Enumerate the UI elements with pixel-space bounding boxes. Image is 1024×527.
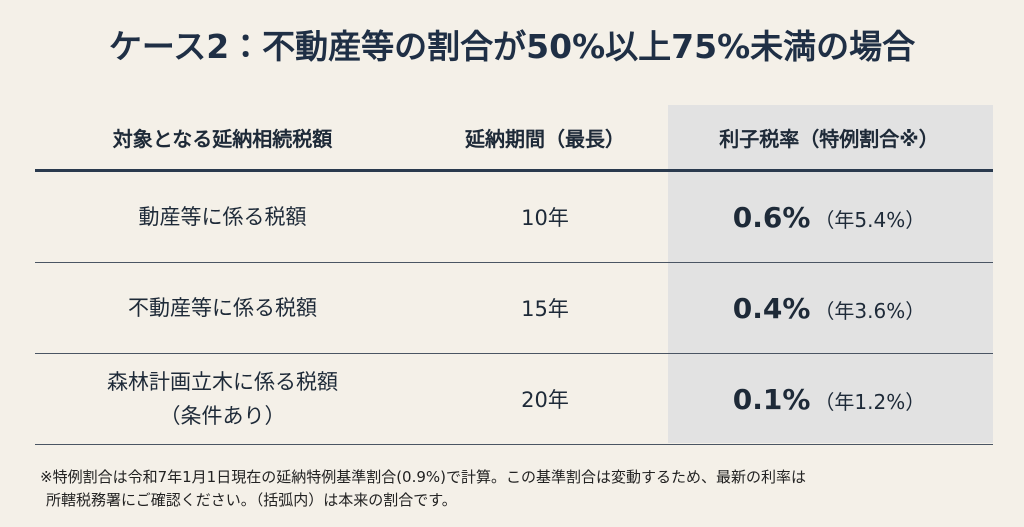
column-header: 利子税率（特例割合※） (719, 126, 939, 151)
rate-cell: 0.6% （年5.4%） (665, 201, 993, 234)
column-header: 延納期間（最長） (465, 126, 625, 151)
table-row: 森林計画立木に係る税額 （条件あり） 20年 0.1% （年1.2%） (35, 354, 993, 445)
label-line: 森林計画立木に係る税額 (107, 370, 338, 394)
header-row: 対象となる延納相続税額 延納期間（最長） 利子税率（特例割合※） (35, 105, 993, 172)
rate: 0.6% (732, 200, 811, 234)
title: ケース2：不動産等の割合が50%以上75%未満の場合 (108, 27, 916, 66)
column-header: 対象となる延納相続税額 (112, 126, 333, 151)
period: 10年 (521, 206, 569, 230)
row-label: 動産等に係る税額 (35, 200, 410, 234)
rate: 0.1% (732, 382, 811, 416)
highlight-column (668, 105, 993, 443)
footnote: ※特例割合は令和7年1月1日現在の延納特例基準割合(0.9%)で計算。この基準割… (40, 466, 806, 512)
period: 15年 (521, 297, 569, 321)
annual-rate: （年5.4%） (814, 207, 926, 232)
row-label: 森林計画立木に係る税額 （条件あり） (35, 365, 410, 433)
label-line: 不動産等に係る税額 (128, 296, 317, 320)
rate-cell: 0.4% （年3.6%） (665, 292, 993, 325)
table-row: 動産等に係る税額 10年 0.6% （年5.4%） (35, 172, 993, 263)
row-label: 不動産等に係る税額 (35, 291, 410, 325)
label-line: 動産等に係る税額 (138, 205, 307, 229)
annual-rate: （年1.2%） (814, 389, 926, 414)
period: 20年 (521, 388, 569, 412)
label-line: （条件あり） (159, 404, 286, 428)
annual-rate: （年3.6%） (814, 298, 926, 323)
rate: 0.4% (732, 291, 811, 325)
table: 対象となる延納相続税額 延納期間（最長） 利子税率（特例割合※） 動産等に係る税額 10… (35, 105, 993, 445)
table-row: 不動産等に係る税額 15年 0.4% （年3.6%） (35, 263, 993, 354)
rate-cell: 0.1% （年1.2%） (665, 383, 993, 416)
footnote-line: ※特例割合は令和7年1月1日現在の延納特例基準割合(0.9%)で計算。この基準割… (40, 468, 807, 486)
footnote-line: 所轄税務署にご確認ください。（括弧内）は本来の割合です。 (46, 491, 457, 509)
